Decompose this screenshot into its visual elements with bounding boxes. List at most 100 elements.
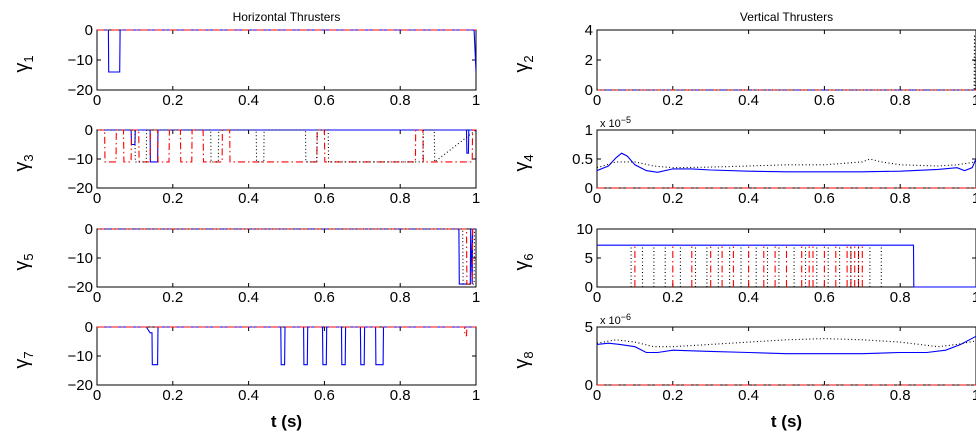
x-tick-label: 0.6 (314, 387, 335, 404)
x-tick-label: 0.2 (162, 289, 183, 306)
series-line-dashdot (97, 129, 476, 163)
x-tick-label: 0.8 (890, 190, 911, 207)
y-axis-label: γ1 (11, 55, 36, 72)
x-tick-label: 1 (972, 289, 976, 306)
axes-box (96, 326, 477, 386)
y-tick-label: 0 (85, 122, 93, 139)
y-tick-label: 2 (585, 52, 593, 69)
y-tick-label: 0 (85, 22, 93, 39)
axes-box (96, 29, 477, 91)
series-line-solid (97, 129, 476, 163)
x-tick-label: 0.4 (738, 92, 759, 109)
series-line-dashdot (634, 246, 863, 287)
y-tick-label: 1 (585, 122, 593, 139)
axes-box (96, 228, 477, 288)
y-axis-label: γ3 (11, 154, 36, 171)
x-tick-label: 0.2 (162, 387, 183, 404)
x-tick-label: 0.6 (814, 92, 835, 109)
series-line-dashdot (97, 326, 476, 337)
x-tick-label: 0.2 (662, 190, 683, 207)
y-tick-label: −10 (68, 52, 93, 69)
series-line-dotted (597, 338, 976, 348)
y-tick-label: 0 (585, 180, 593, 197)
x-tick-label: 0.4 (738, 289, 759, 306)
x-tick-label: 0.8 (390, 387, 411, 404)
y-tick-label: −20 (68, 180, 93, 197)
y-tick-label: −20 (68, 377, 93, 394)
x-tick-label: 0 (593, 92, 601, 109)
y-tick-label: 5 (585, 250, 593, 267)
x-tick-label: 0.6 (814, 289, 835, 306)
y-tick-label: 5 (585, 319, 593, 336)
y-axis-label: γ5 (11, 253, 36, 270)
x-tick-label: 0.6 (814, 387, 835, 404)
panel-title: Horizontal Thrusters (233, 10, 341, 24)
y-tick-label: 0 (585, 82, 593, 99)
x-tick-label: 1 (472, 387, 480, 404)
x-tick-label: 1 (972, 387, 976, 404)
x-tick-label: 0.6 (314, 190, 335, 207)
panel-title: Vertical Thrusters (740, 10, 833, 24)
x-tick-label: 0.2 (662, 387, 683, 404)
x-tick-label: 0.6 (814, 190, 835, 207)
x-tick-label: 0.4 (238, 387, 259, 404)
x-tick-label: 0 (593, 289, 601, 306)
x-tick-label: 0 (93, 387, 101, 404)
x-tick-label: 0 (593, 190, 601, 207)
panel-gamma3: 0 0.2 0.4 0.6 0.8 1 0 −10 −20 γ3 (11, 122, 480, 207)
series-line-solid (97, 326, 476, 366)
series-line-solid (597, 335, 976, 355)
series-line-dotted (97, 228, 476, 285)
series-line-dotted (97, 129, 476, 164)
axes-box (596, 326, 976, 386)
x-tick-label: 0.6 (314, 289, 335, 306)
panel-gamma4: 0 0.2 0.4 0.6 0.8 1 1 0.5 0 γ4 x 10−5 (511, 115, 976, 207)
y-tick-label: 0 (85, 319, 93, 336)
x-tick-label: 0.4 (238, 92, 259, 109)
x-tick-label: 0 (93, 190, 101, 207)
y-axis-label: γ4 (511, 154, 536, 171)
x-tick-label: 0.4 (238, 190, 259, 207)
y-axis-label: γ8 (511, 351, 536, 368)
x-tick-label: 1 (472, 92, 480, 109)
y-tick-label: 10 (576, 221, 593, 238)
x-tick-label: 0 (593, 387, 601, 404)
y-axis-label: γ2 (511, 55, 536, 72)
x-tick-label: 0.8 (890, 289, 911, 306)
y-axis-label: γ6 (511, 253, 536, 270)
y-tick-label: −10 (68, 250, 93, 267)
y-tick-label: −10 (68, 151, 93, 168)
x-tick-label: 1 (972, 190, 976, 207)
axes-box (596, 29, 976, 91)
y-tick-label: 0 (585, 377, 593, 394)
x-tick-label: 0.2 (662, 289, 683, 306)
series-line-solid (97, 228, 476, 285)
axes-box (96, 129, 477, 189)
x-tick-label: 1 (472, 289, 480, 306)
x-tick-label: 0.8 (890, 387, 911, 404)
series-line-solid (597, 152, 976, 173)
x-tick-label: 0.2 (162, 92, 183, 109)
y-tick-label: 0.5 (572, 151, 593, 168)
x-tick-label: 0.8 (390, 92, 411, 109)
x-tick-label: 0.2 (162, 190, 183, 207)
y-tick-label: −10 (68, 348, 93, 365)
y-axis-label: γ7 (11, 351, 36, 368)
x-tick-label: 0 (93, 92, 101, 109)
x-tick-label: 0.6 (314, 92, 335, 109)
y-tick-label: 0 (85, 221, 93, 238)
axes-box (596, 129, 976, 189)
panel-gamma6: 0 0.2 0.4 0.6 0.8 1 10 5 0 γ6 (511, 221, 976, 306)
panel-gamma2: 0 0.2 0.4 0.6 0.8 1 4 2 0 γ2 Vertical Thrusters (511, 10, 976, 109)
x-tick-label: 1 (972, 92, 976, 109)
panel-gamma1: 0 0.2 0.4 0.6 0.8 1 0 −10 −20 γ1 Horizontal Thrust… (11, 10, 480, 109)
x-tick-label: 0 (93, 289, 101, 306)
x-axis-label: t (s) (271, 412, 302, 431)
y-tick-label: −20 (68, 82, 93, 99)
y-tick-label: 4 (585, 22, 593, 39)
panel-gamma5: 0 0.2 0.4 0.6 0.8 1 0 −10 −20 γ5 (11, 221, 480, 306)
axis-multiplier: x 10−5 (600, 115, 631, 130)
x-tick-label: 0.8 (890, 92, 911, 109)
x-tick-label: 1 (472, 190, 480, 207)
